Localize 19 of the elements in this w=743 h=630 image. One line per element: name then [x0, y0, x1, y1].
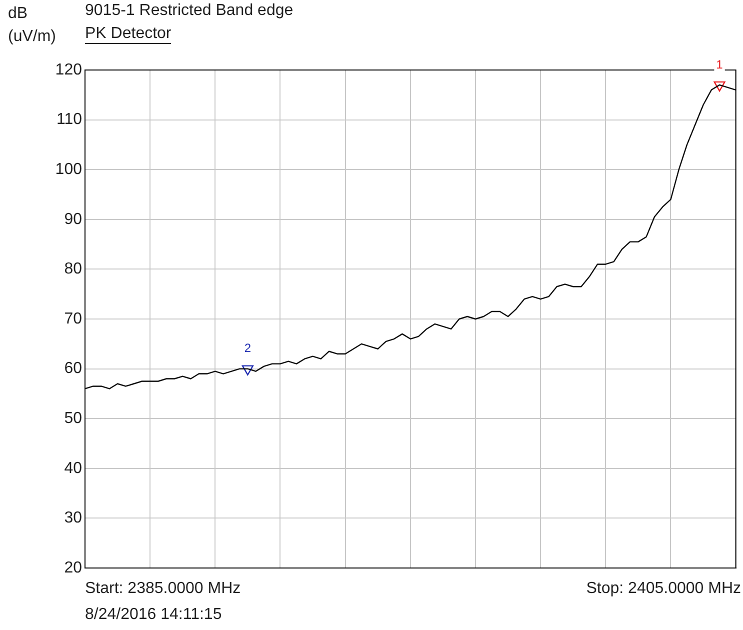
y-tick-label: 60: [64, 360, 82, 378]
series-label: 1: [716, 57, 724, 72]
text: 8/24/2016 14:11:15: [85, 606, 222, 624]
chart-title: 9015-1 Restricted Band edge: [85, 2, 294, 20]
chart-subtitle: PK Detector: [85, 25, 172, 44]
y-tick-label: 50: [64, 410, 82, 428]
y-tick-label: 20: [64, 559, 82, 576]
y-tick-label: 90: [64, 210, 82, 228]
y-tick-label: 30: [64, 510, 82, 527]
y-tick-label: 100: [55, 161, 82, 178]
y-tick-label: 110: [56, 111, 82, 128]
y-axis-title: dB (uV/m): [8, 4, 57, 47]
text: Start: 2385.0000 MHz: [85, 580, 241, 598]
y-tick-label: 80: [64, 260, 82, 278]
text: Stop: 2405.0000 MHz: [586, 580, 741, 598]
y-tick-label: 40: [64, 460, 82, 477]
y-tick-label: 120: [55, 61, 82, 78]
series-label: 2: [244, 341, 252, 356]
y-tick-label: 70: [64, 310, 82, 328]
